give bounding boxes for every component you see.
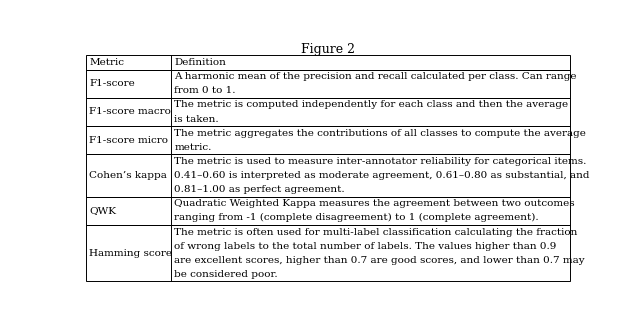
- Text: 0.41–0.60 is interpreted as moderate agreement, 0.61–0.80 as substantial, and: 0.41–0.60 is interpreted as moderate agr…: [174, 171, 589, 180]
- Text: The metric is often used for multi-label classification calculating the fraction: The metric is often used for multi-label…: [174, 227, 577, 236]
- Text: F1-score: F1-score: [90, 79, 135, 88]
- Text: Figure 2: Figure 2: [301, 43, 355, 56]
- Text: be considered poor.: be considered poor.: [174, 270, 278, 279]
- Text: Hamming score: Hamming score: [90, 249, 172, 258]
- Text: of wrong labels to the total number of labels. The values higher than 0.9: of wrong labels to the total number of l…: [174, 242, 557, 251]
- Text: The metric is used to measure inter-annotator reliability for categorical items.: The metric is used to measure inter-anno…: [174, 157, 586, 166]
- Text: from 0 to 1.: from 0 to 1.: [174, 86, 236, 95]
- Text: ranging from -1 (complete disagreement) to 1 (complete agreement).: ranging from -1 (complete disagreement) …: [174, 213, 539, 222]
- Text: metric.: metric.: [174, 143, 211, 152]
- Text: Cohen’s kappa: Cohen’s kappa: [90, 171, 167, 180]
- Text: 0.81–1.00 as perfect agreement.: 0.81–1.00 as perfect agreement.: [174, 185, 345, 194]
- Bar: [86, 56, 570, 70]
- Text: are excellent scores, higher than 0.7 are good scores, and lower than 0.7 may: are excellent scores, higher than 0.7 ar…: [174, 256, 585, 265]
- Text: The metric aggregates the contributions of all classes to compute the average: The metric aggregates the contributions …: [174, 129, 586, 138]
- Text: QWK: QWK: [90, 206, 116, 215]
- Text: Metric: Metric: [90, 58, 124, 67]
- Text: A harmonic mean of the precision and recall calculated per class. Can range: A harmonic mean of the precision and rec…: [174, 72, 577, 81]
- Text: Quadratic Weighted Kappa measures the agreement between two outcomes: Quadratic Weighted Kappa measures the ag…: [174, 199, 575, 208]
- Text: F1-score micro: F1-score micro: [90, 136, 168, 145]
- Text: Definition: Definition: [174, 58, 226, 67]
- Text: is taken.: is taken.: [174, 115, 219, 123]
- Text: F1-score macro: F1-score macro: [90, 108, 172, 116]
- Text: The metric is computed independently for each class and then the average: The metric is computed independently for…: [174, 100, 568, 109]
